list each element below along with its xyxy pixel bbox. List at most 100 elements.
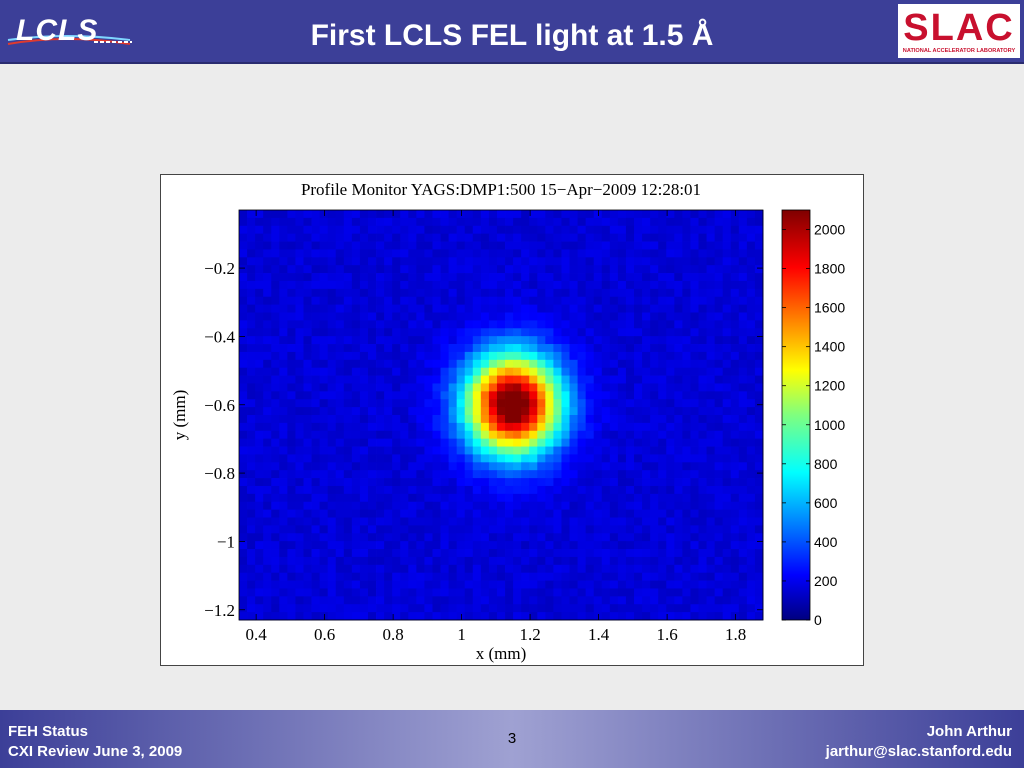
heatmap-cell [392, 430, 401, 440]
heatmap-cell [561, 359, 570, 369]
heatmap-cell [343, 430, 353, 440]
heatmap-cell [384, 383, 393, 392]
heatmap-cell [650, 367, 659, 376]
heatmap-cell [416, 375, 425, 384]
heatmap-cell [529, 367, 538, 376]
heatmap-cell [376, 359, 385, 369]
heatmap-cell [263, 383, 272, 392]
heatmap-cell [456, 612, 466, 621]
heatmap-cell [521, 359, 530, 369]
heatmap-cell [722, 241, 732, 250]
chart-title: Profile Monitor YAGS:DMP1:500 15−Apr−200… [301, 180, 701, 199]
slac-logo-text: SLAC [903, 7, 1014, 49]
heatmap-cell [617, 359, 627, 369]
heatmap-cell [738, 296, 748, 306]
heatmap-cell [601, 375, 611, 384]
heatmap-cell [400, 485, 409, 495]
heatmap-cell [287, 225, 296, 235]
heatmap-cell [424, 241, 433, 250]
heatmap-cell [408, 541, 417, 550]
heatmap-cell [279, 407, 288, 416]
heatmap-cell [327, 391, 337, 400]
heatmap-cell [746, 493, 756, 503]
heatmap-cell [480, 233, 490, 242]
heatmap-cell [577, 280, 587, 290]
heatmap-cell [561, 407, 570, 416]
heatmap-cell [239, 572, 248, 581]
heatmap-cell [359, 580, 369, 589]
heatmap-cell [505, 612, 514, 621]
heatmap-cell [585, 399, 595, 408]
heatmap-cell [327, 533, 337, 542]
heatmap-cell [456, 217, 466, 227]
heatmap-cell [513, 344, 522, 353]
heatmap-cell [561, 225, 570, 235]
heatmap-cell [311, 509, 321, 518]
heatmap-cell [303, 273, 312, 282]
heatmap-cell [408, 438, 417, 447]
heatmap-cell [351, 249, 361, 258]
heatmap-cell [351, 383, 361, 392]
heatmap-cell [351, 233, 361, 242]
heatmap-cell [279, 549, 288, 558]
heatmap-cell [529, 241, 538, 250]
heatmap-cell [690, 564, 699, 574]
heatmap-cell [392, 375, 401, 384]
heatmap-cell [577, 367, 587, 376]
heatmap-cell [311, 454, 321, 463]
heatmap-cell [311, 241, 321, 250]
heatmap-cell [255, 407, 264, 416]
heatmap-cell [706, 564, 716, 574]
y-tick-label: −0.6 [204, 396, 235, 415]
heatmap-cell [488, 210, 498, 219]
heatmap-cell [239, 407, 248, 416]
heatmap-cell [424, 454, 433, 463]
heatmap-cell [343, 525, 353, 534]
heatmap-cell [593, 588, 603, 597]
heatmap-cell [367, 564, 377, 574]
heatmap-cell [263, 415, 272, 424]
heatmap-cell [505, 344, 514, 353]
heatmap-cell [376, 533, 385, 542]
heatmap-cell [690, 257, 699, 266]
heatmap-cell [319, 572, 329, 581]
heatmap-cell [650, 225, 659, 235]
heatmap-cell [464, 580, 474, 589]
heatmap-cell [400, 454, 409, 463]
heatmap-cell [255, 509, 264, 518]
heatmap-cell [392, 485, 401, 495]
heatmap-cell [569, 556, 578, 566]
heatmap-cell [513, 462, 522, 471]
heatmap-cell [448, 509, 458, 518]
heatmap-cell [513, 265, 522, 274]
heatmap-cell [577, 485, 587, 495]
heatmap-cell [392, 344, 401, 353]
heatmap-cell [287, 344, 296, 353]
heatmap-cell [658, 296, 667, 306]
heatmap-cell [359, 462, 369, 471]
heatmap-cell [440, 517, 449, 526]
heatmap-cell [343, 588, 353, 597]
heatmap-cell [513, 359, 522, 369]
heatmap-cell [642, 225, 651, 235]
heatmap-cell [432, 320, 441, 329]
heatmap-cell [424, 391, 433, 400]
heatmap-cell [319, 233, 329, 242]
heatmap-cell [666, 493, 675, 503]
heatmap-cell [384, 320, 393, 329]
heatmap-cell [424, 525, 433, 534]
heatmap-cell [287, 438, 296, 447]
heatmap-cell [424, 296, 433, 306]
heatmap-cell [311, 328, 321, 337]
heatmap-cell [263, 265, 272, 274]
heatmap-cell [287, 478, 296, 487]
heatmap-cell [416, 320, 425, 329]
heatmap-cell [625, 604, 635, 613]
heatmap-cell [488, 485, 498, 495]
heatmap-cell [545, 580, 554, 589]
heatmap-cell [642, 351, 651, 361]
heatmap-cell [384, 454, 393, 463]
heatmap-cell [359, 391, 369, 400]
heatmap-cell [408, 312, 417, 321]
heatmap-cell [714, 493, 724, 503]
